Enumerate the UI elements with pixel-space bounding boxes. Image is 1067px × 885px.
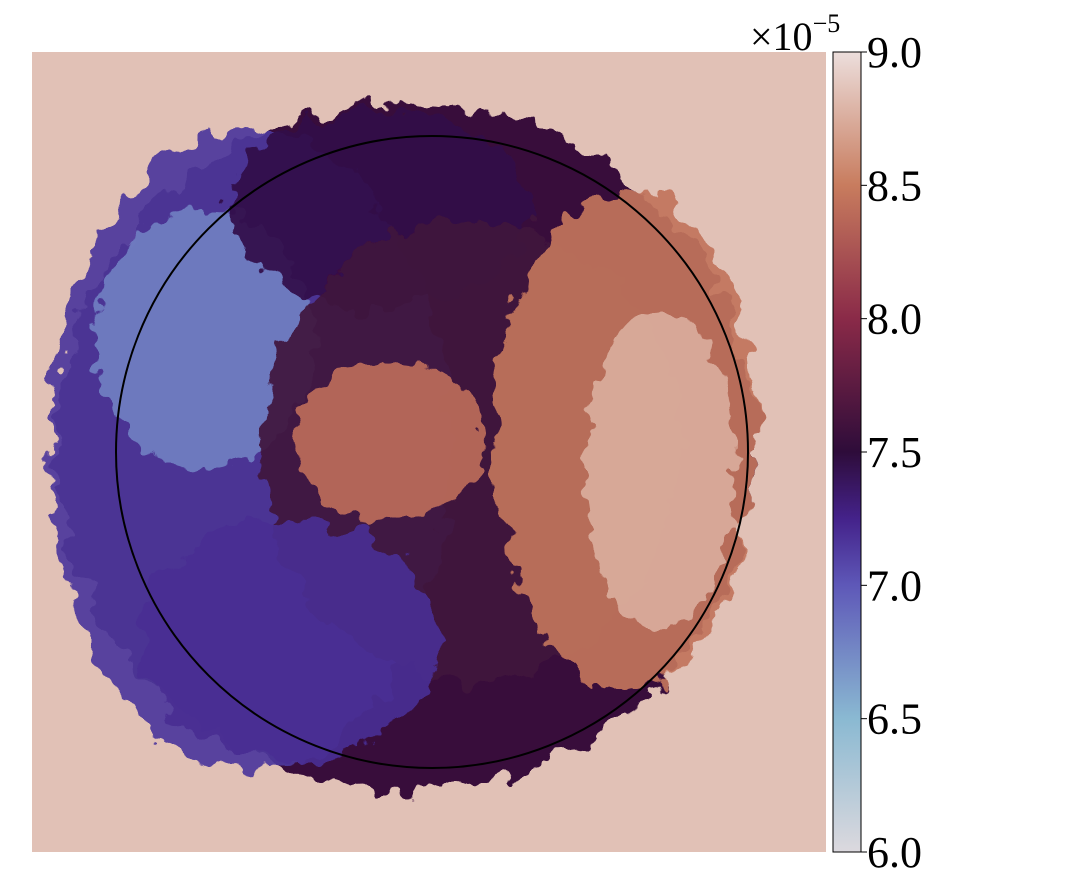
colorbar-tick-label: 9.0 xyxy=(867,28,922,77)
heatmap-region xyxy=(295,360,485,520)
colorbar-tick-label: 6.5 xyxy=(867,695,922,744)
colorbar-tick-label: 6.0 xyxy=(867,828,922,877)
colorbar-multiplier: ×10−5 xyxy=(750,9,840,59)
colorbar: 6.0 6.5 7.0 7.5 8.0 8.5 9.0 ×10−5 xyxy=(750,9,922,877)
colorbar-tick-label: 7.0 xyxy=(867,561,922,610)
colorbar-tick-label: 8.5 xyxy=(867,161,922,210)
colorbar-tick-label: 7.5 xyxy=(867,428,922,477)
heatmap-region xyxy=(95,210,315,470)
colorbar-ticks: 6.0 6.5 7.0 7.5 8.0 8.5 9.0 xyxy=(861,28,922,877)
heatmap-regions xyxy=(50,103,755,793)
reference-circle xyxy=(115,135,749,769)
colorbar-gradient xyxy=(832,51,862,853)
colorbar-tick-label: 8.0 xyxy=(867,295,922,344)
heatmap-region xyxy=(585,310,735,630)
heatmap-region xyxy=(140,520,440,760)
heatmap-panel xyxy=(32,52,826,852)
